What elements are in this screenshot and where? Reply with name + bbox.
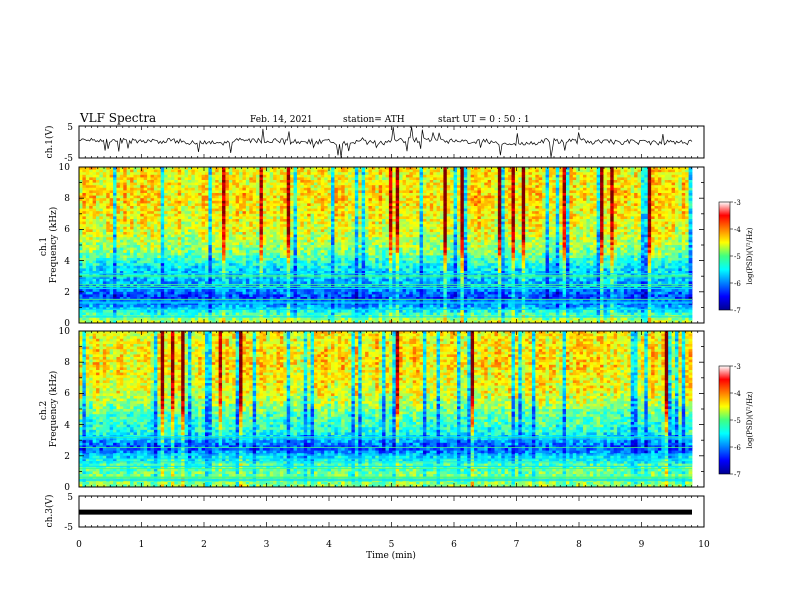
ch3-ytick-top: 5 <box>67 493 73 503</box>
ch2-ytick-4: 4 <box>64 421 70 431</box>
time-tick-label: 2 <box>201 540 207 550</box>
time-axis-label: Time (min) <box>366 550 416 561</box>
ch2-ytick-8: 8 <box>64 358 70 368</box>
ch2-cb-tick-m7: -7 <box>734 471 741 479</box>
ch1-cb-tick-m4: -4 <box>734 226 741 234</box>
time-tick-label: 5 <box>389 540 395 550</box>
ch2-cb-tick-m5: -5 <box>734 417 741 425</box>
time-tick-label: 1 <box>139 540 145 550</box>
ch1-ytick-bottom: -5 <box>64 154 73 164</box>
station-label: station= ATH <box>343 115 405 125</box>
ch2-ytick-10: 10 <box>59 327 71 337</box>
ch2-colorbar-ticks <box>730 365 733 475</box>
ch1-ytick-2: 2 <box>64 288 70 298</box>
ch1-ytick-4: 4 <box>64 257 70 267</box>
ch2-spectrogram-panel: 0 2 4 6 8 10 ch.2 Frequency (kHz) <box>39 327 705 493</box>
time-tick-label: 0 <box>76 540 82 550</box>
ch3-waveform-ticks <box>78 496 705 527</box>
ch2-cb-tick-m6: -6 <box>734 444 741 452</box>
ch1-spectrogram-panel: 0 2 4 6 8 10 ch.1 Frequency (kHz) <box>39 163 705 329</box>
ch1-spectrogram-ylabel: ch.1 Frequency (kHz) <box>39 207 59 284</box>
ch3-waveform-panel: 5 -5 ch.3(V) <box>44 493 705 533</box>
ch1-cb-tick-m3: -3 <box>734 199 741 207</box>
ch2-cb-tick-m3: -3 <box>734 363 741 371</box>
ch3-ytick-bottom: -5 <box>64 523 73 533</box>
ch2-spectrogram-ylabel: ch.2 Frequency (kHz) <box>39 371 59 448</box>
ch2-cb-tick-m4: -4 <box>734 390 741 398</box>
time-tick-label: 6 <box>451 540 457 550</box>
time-axis-tick-labels: 0 1 2 3 4 5 6 7 8 9 10 <box>76 540 710 550</box>
ch2-ylabel-line1: ch.2 <box>39 401 49 420</box>
ch1-colorbar: -3 -4 -5 -6 -7 log(PSD)(V²/Hz) <box>718 199 754 315</box>
ch1-cb-tick-m6: -6 <box>734 280 741 288</box>
ch2-ylabel-line2: Frequency (kHz) <box>48 371 59 448</box>
ch1-spectrogram-ticks <box>78 166 705 324</box>
date-label: Feb. 14, 2021 <box>250 115 313 125</box>
ch1-ytick-10: 10 <box>59 163 71 173</box>
ch2-colorbar-label: log(PSD)(V²/Hz) <box>746 391 754 448</box>
ch1-ytick-0: 0 <box>64 319 70 329</box>
chart-title: VLF Spectra <box>79 111 156 125</box>
ch3-waveform-ylabel: ch.3(V) <box>44 495 55 528</box>
time-tick-label: 3 <box>264 540 270 550</box>
ch2-colorbar-scale <box>718 365 731 475</box>
time-tick-label: 8 <box>576 540 582 550</box>
time-tick-label: 9 <box>639 540 645 550</box>
ch1-waveform-line <box>78 126 693 158</box>
ch1-colorbar-scale <box>718 201 731 311</box>
ch1-colorbar-label: log(PSD)(V²/Hz) <box>746 227 754 284</box>
ch1-ylabel-line2: Frequency (kHz) <box>48 207 59 284</box>
time-tick-label: 10 <box>698 540 710 550</box>
ch1-waveform-frame <box>78 125 705 159</box>
ch1-cb-tick-m7: -7 <box>734 307 741 315</box>
ch2-ytick-6: 6 <box>64 389 70 399</box>
ch1-waveform-panel: 5 -5 ch.1(V) <box>44 123 705 164</box>
ch1-ytick-6: 6 <box>64 225 70 235</box>
ch1-waveform-ticks <box>78 126 705 158</box>
ch1-spectrogram-image <box>79 167 704 324</box>
ch2-ytick-2: 2 <box>64 452 70 462</box>
time-tick-label: 4 <box>326 540 332 550</box>
ch2-spectrogram-ticks <box>78 330 705 488</box>
ch1-ylabel-line1: ch.1 <box>39 237 49 256</box>
ch1-waveform-ylabel: ch.1(V) <box>44 126 55 159</box>
ch1-colorbar-ticks <box>730 201 733 311</box>
ch1-ytick-top: 5 <box>67 123 73 133</box>
ch1-ytick-8: 8 <box>64 194 70 204</box>
time-tick-label: 7 <box>514 540 520 550</box>
ch2-ytick-0: 0 <box>64 483 70 493</box>
start-ut-label: start UT = 0 : 50 : 1 <box>438 115 530 125</box>
ch2-colorbar: -3 -4 -5 -6 -7 log(PSD)(V²/Hz) <box>718 363 754 479</box>
ch1-cb-tick-m5: -5 <box>734 253 741 261</box>
ch2-spectrogram-image <box>79 331 704 488</box>
